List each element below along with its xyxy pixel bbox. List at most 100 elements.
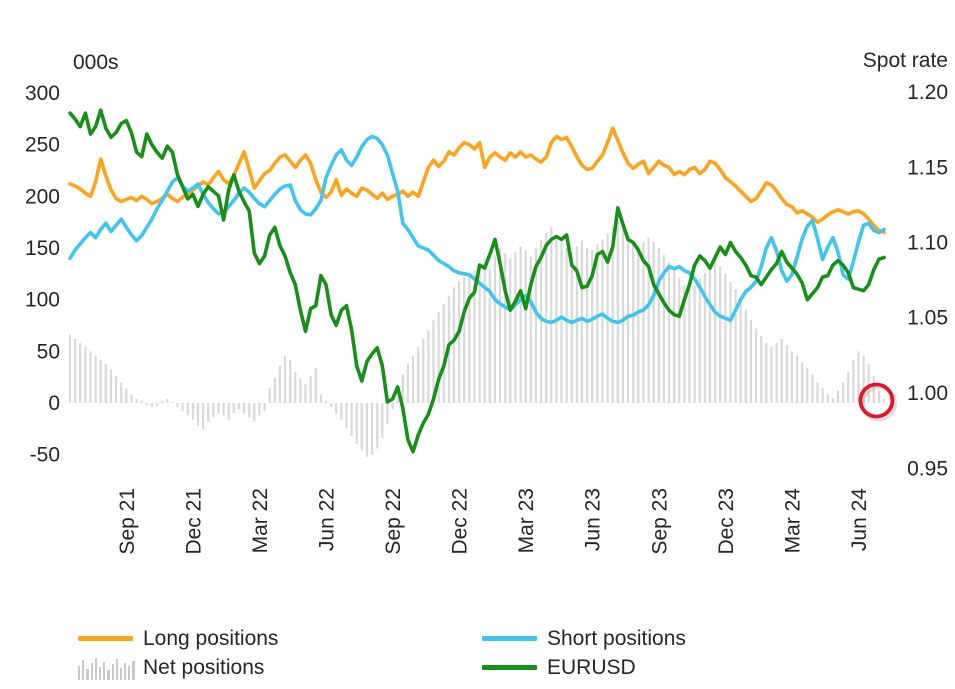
net-bar (432, 320, 435, 403)
left-tick-label: -50 (30, 444, 60, 467)
net-bar (263, 403, 266, 412)
net-bar (852, 359, 855, 403)
net-bar (227, 403, 230, 420)
net-bar (647, 237, 650, 403)
net-bar (376, 403, 379, 449)
net-bar (115, 376, 118, 403)
net-bar (545, 232, 548, 403)
x-tick-label: Mar 23 (515, 488, 538, 553)
net-bar (94, 355, 97, 403)
net-icon-stroke (111, 663, 114, 680)
left-tick-label: 250 (25, 134, 60, 157)
net-bar (806, 367, 809, 403)
net-bar (739, 299, 742, 403)
net-bar (493, 256, 497, 403)
net-bar (662, 255, 665, 403)
net-bar (529, 256, 532, 403)
net-bar (509, 258, 512, 403)
net-bar (877, 390, 881, 403)
net-bar (232, 403, 235, 414)
net-bar (780, 338, 783, 403)
net-bar (596, 243, 599, 403)
net-bar (678, 278, 681, 403)
net-bar (155, 403, 159, 407)
net-bar (729, 282, 732, 403)
net-bar (243, 403, 246, 414)
net-bar (821, 388, 824, 403)
net-bar (857, 351, 860, 403)
net-bar (289, 359, 292, 403)
net-bar (560, 242, 563, 403)
net-bar (795, 355, 799, 403)
net-bar (473, 270, 476, 403)
net-positions-bars-icon (78, 656, 138, 680)
net-bar (324, 400, 328, 403)
net-bar (504, 253, 507, 403)
net-bar (283, 355, 287, 403)
eurusd-swatch (482, 665, 537, 670)
net-bar (427, 330, 430, 403)
net-bar (483, 258, 486, 403)
series-lines (68, 108, 886, 454)
net-bar (514, 252, 517, 403)
legend-column-left: Long positions Net positions (78, 624, 278, 682)
net-icon-stroke (115, 658, 118, 680)
x-tick-label: Jun 24 (848, 488, 871, 551)
net-icon-stroke (103, 661, 106, 680)
net-bar (883, 398, 886, 403)
net-bar (627, 235, 630, 403)
net-bar (181, 403, 184, 412)
net-bar (580, 239, 584, 403)
left-axis-title: 000s (73, 51, 119, 74)
net-bar (150, 403, 153, 408)
net-bar (478, 264, 481, 403)
net-bar (719, 266, 722, 403)
left-tick-label: 200 (25, 185, 60, 208)
net-bar (319, 394, 322, 403)
legend-item-net-positions: Net positions (78, 653, 278, 682)
net-bar (683, 285, 686, 403)
net-bar (570, 252, 573, 403)
net-bar (744, 310, 747, 403)
legend-label: Short positions (547, 626, 686, 650)
net-bar (237, 403, 241, 410)
net-bar (79, 343, 82, 403)
net-bar (89, 351, 92, 403)
legend-label: Long positions (143, 626, 279, 650)
right-tick-label: 1.15 (907, 156, 948, 179)
x-tick-label: Dec 21 (182, 488, 205, 555)
net-bar (222, 403, 225, 416)
eurusd-line (68, 108, 886, 454)
net-bar (749, 320, 753, 403)
x-tick-label: Sep 21 (116, 488, 139, 555)
net-bar (708, 266, 712, 403)
net-bar (273, 378, 276, 403)
red-circle-annotation (858, 382, 895, 419)
right-tick-label: 1.05 (907, 307, 948, 330)
net-bar (667, 262, 671, 403)
net-bar (386, 403, 389, 424)
net-bar (816, 382, 819, 403)
net-bar (140, 400, 143, 403)
net-bar (84, 347, 87, 403)
short-positions-line (68, 134, 886, 325)
net-bar (872, 376, 875, 403)
net-bar (74, 338, 77, 403)
net-icon-stroke (132, 660, 135, 680)
right-tick-label: 1.10 (907, 232, 948, 255)
net-bar (775, 343, 778, 403)
net-bar (258, 403, 261, 416)
long-positions-line (68, 126, 886, 235)
x-tick-label: Sep 22 (382, 488, 405, 555)
net-icon-stroke (78, 665, 81, 680)
left-tick-label: 150 (25, 237, 60, 260)
net-bar (688, 289, 691, 403)
net-bar (125, 388, 128, 403)
net-positions-bars (68, 220, 886, 457)
left-tick-label: 0 (48, 392, 60, 415)
net-bar (524, 250, 527, 403)
net-bar (734, 289, 737, 403)
net-bar (652, 241, 655, 403)
net-bar (550, 227, 553, 403)
